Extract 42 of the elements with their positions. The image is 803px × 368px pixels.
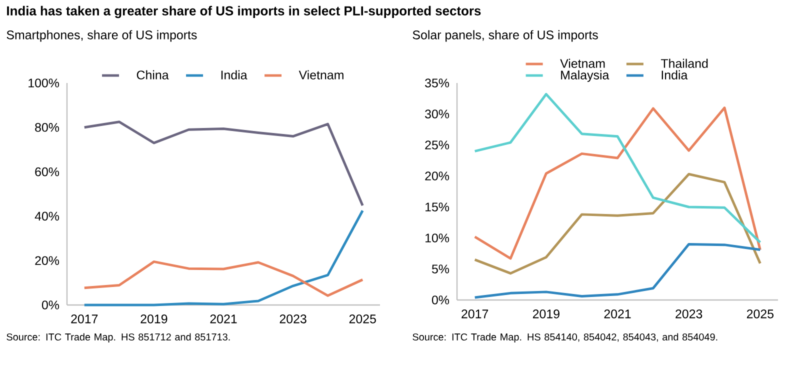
x-tick-label: 2017 [462, 310, 488, 318]
x-tick-label: 2023 [676, 310, 702, 318]
y-tick-label: 20% [425, 172, 450, 180]
y-tick-label: 25% [425, 140, 450, 150]
line-series [474, 106, 762, 260]
x-tick-label: 2021 [604, 310, 631, 318]
y-tick-label: 10% [426, 234, 450, 242]
x-tick-label: 2025 [746, 310, 774, 318]
y-tick-label: 30% [425, 110, 450, 118]
y-tick-label: 0% [432, 296, 450, 304]
y-tick-label: 35% [425, 78, 450, 88]
line-series [474, 92, 762, 244]
y-tick-label: 40% [34, 212, 60, 221]
legend-label: India [221, 70, 248, 80]
line-series [474, 242, 762, 299]
legend-label: Vietnam [560, 58, 605, 68]
legend-label: Thailand [660, 58, 708, 68]
chart-subtitle: Smartphones, share of US imports [6, 30, 197, 42]
chart-title: Solar panels, share of US imports [412, 30, 598, 42]
legend-label: India [662, 70, 688, 80]
y-tick-label: 15% [426, 202, 450, 212]
x-tick-label: 2019 [532, 310, 560, 318]
x-tick-label: 2023 [280, 314, 306, 324]
source-note: Source: ITC Trade Map. HS 854140, 854042, 854043, and 854049. [412, 333, 718, 342]
y-tick-label: 60% [35, 167, 60, 176]
x-tick-label: 2019 [140, 314, 168, 324]
source-note: Source: ITC Trade Map. HS 851712 and 851713. [6, 333, 230, 342]
x-tick-label: 2025 [349, 314, 376, 324]
x-tick-label: 2017 [71, 314, 98, 324]
x-tick-label: 2021 [210, 314, 237, 324]
y-tick-label: 100% [28, 78, 60, 88]
y-tick-label: 80% [35, 122, 60, 132]
line-series [83, 260, 364, 297]
y-tick-label: 0% [42, 300, 60, 310]
y-tick-label: 5% [432, 264, 450, 274]
legend-label: Vietnam [298, 70, 344, 80]
legend-label: China [136, 70, 169, 80]
chart-title: India has taken a greater share of US imports in select PLI-supported sectors [7, 6, 481, 18]
y-tick-label: 20% [35, 256, 60, 266]
line-series [83, 120, 364, 207]
legend-label: Malaysia [561, 70, 610, 82]
line-series [474, 172, 762, 275]
